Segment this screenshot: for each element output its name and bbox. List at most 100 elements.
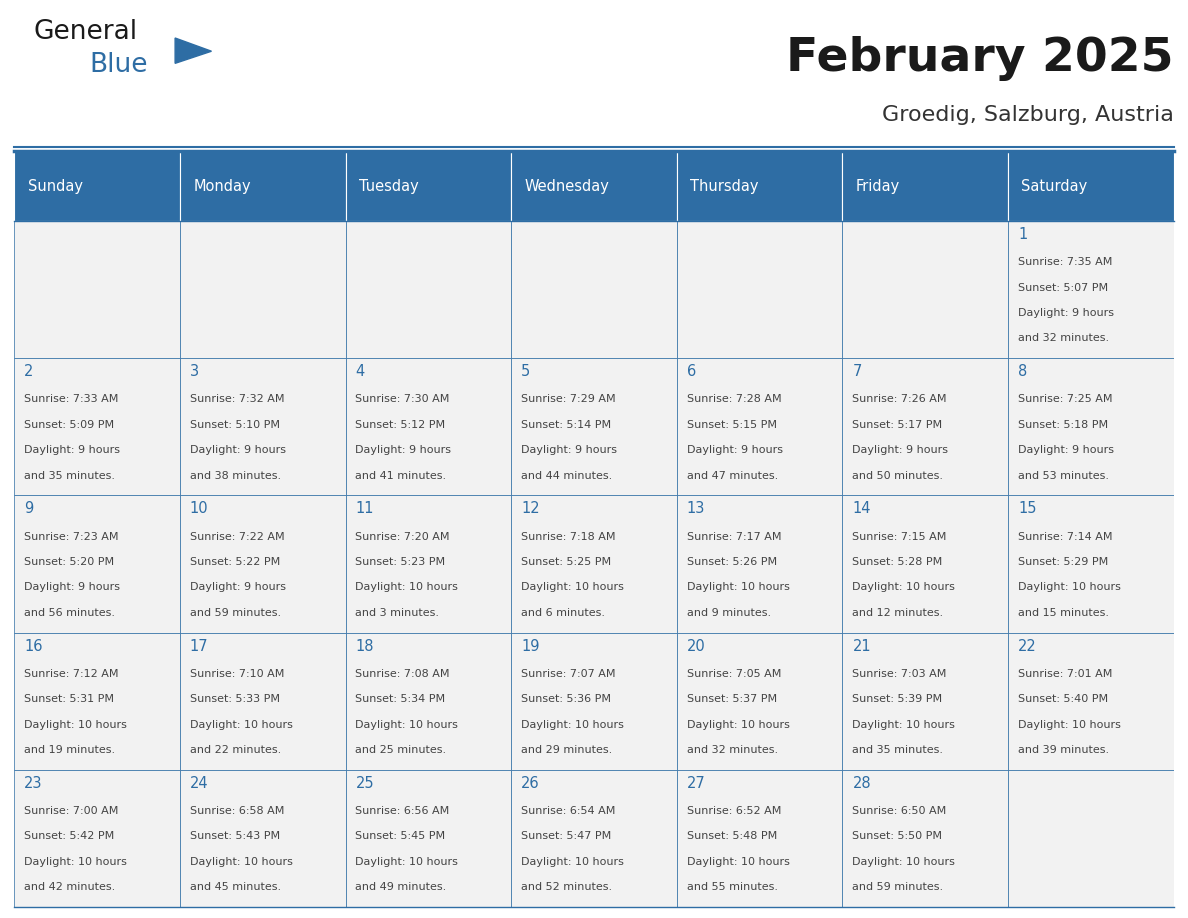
Text: 19: 19	[522, 639, 539, 654]
Text: Sunrise: 6:54 AM: Sunrise: 6:54 AM	[522, 806, 615, 816]
Text: Daylight: 9 hours: Daylight: 9 hours	[24, 582, 120, 592]
Text: 26: 26	[522, 776, 539, 790]
Bar	[677, 358, 842, 496]
Text: Sunset: 5:33 PM: Sunset: 5:33 PM	[190, 694, 280, 704]
Bar	[511, 358, 677, 496]
Text: and 32 minutes.: and 32 minutes.	[1018, 333, 1110, 343]
Text: Sunrise: 7:10 AM: Sunrise: 7:10 AM	[190, 669, 284, 678]
Text: Daylight: 10 hours: Daylight: 10 hours	[355, 582, 459, 592]
Text: Groedig, Salzburg, Austria: Groedig, Salzburg, Austria	[881, 105, 1174, 125]
Bar	[677, 221, 842, 358]
Bar	[1009, 151, 1174, 221]
Text: Daylight: 9 hours: Daylight: 9 hours	[190, 445, 286, 455]
Text: Sunday: Sunday	[27, 179, 82, 194]
Text: Friday: Friday	[855, 179, 901, 194]
Text: Daylight: 10 hours: Daylight: 10 hours	[522, 582, 624, 592]
Text: Daylight: 10 hours: Daylight: 10 hours	[190, 720, 292, 730]
Text: Sunset: 5:14 PM: Sunset: 5:14 PM	[522, 420, 612, 430]
Bar	[677, 633, 842, 770]
Text: Daylight: 10 hours: Daylight: 10 hours	[355, 720, 459, 730]
Text: Sunrise: 7:23 AM: Sunrise: 7:23 AM	[24, 532, 119, 542]
Text: Sunset: 5:39 PM: Sunset: 5:39 PM	[853, 694, 942, 704]
Text: and 52 minutes.: and 52 minutes.	[522, 882, 612, 892]
Bar	[14, 151, 179, 221]
Text: Sunset: 5:17 PM: Sunset: 5:17 PM	[853, 420, 942, 430]
Text: Sunset: 5:20 PM: Sunset: 5:20 PM	[24, 557, 114, 567]
Text: Sunrise: 7:17 AM: Sunrise: 7:17 AM	[687, 532, 782, 542]
Bar	[179, 496, 346, 633]
Bar	[677, 496, 842, 633]
Text: and 19 minutes.: and 19 minutes.	[24, 744, 115, 755]
Text: Sunset: 5:26 PM: Sunset: 5:26 PM	[687, 557, 777, 567]
Text: Sunset: 5:18 PM: Sunset: 5:18 PM	[1018, 420, 1108, 430]
Text: 12: 12	[522, 501, 539, 517]
Text: Sunset: 5:23 PM: Sunset: 5:23 PM	[355, 557, 446, 567]
Text: Sunset: 5:29 PM: Sunset: 5:29 PM	[1018, 557, 1108, 567]
Text: 9: 9	[24, 501, 33, 517]
Text: Sunrise: 7:22 AM: Sunrise: 7:22 AM	[190, 532, 284, 542]
Text: 25: 25	[355, 776, 374, 790]
Text: Sunset: 5:10 PM: Sunset: 5:10 PM	[190, 420, 280, 430]
Bar	[179, 151, 346, 221]
Text: and 6 minutes.: and 6 minutes.	[522, 608, 605, 618]
Text: Daylight: 10 hours: Daylight: 10 hours	[687, 720, 790, 730]
Text: and 47 minutes.: and 47 minutes.	[687, 471, 778, 480]
Text: and 59 minutes.: and 59 minutes.	[190, 608, 280, 618]
Text: Sunset: 5:15 PM: Sunset: 5:15 PM	[687, 420, 777, 430]
Bar	[1009, 221, 1174, 358]
Text: Sunset: 5:36 PM: Sunset: 5:36 PM	[522, 694, 611, 704]
Text: Daylight: 10 hours: Daylight: 10 hours	[1018, 720, 1121, 730]
Text: and 39 minutes.: and 39 minutes.	[1018, 744, 1110, 755]
Text: 14: 14	[853, 501, 871, 517]
Text: Thursday: Thursday	[690, 179, 759, 194]
Text: Daylight: 9 hours: Daylight: 9 hours	[190, 582, 286, 592]
Text: 16: 16	[24, 639, 43, 654]
Text: and 9 minutes.: and 9 minutes.	[687, 608, 771, 618]
Text: 4: 4	[355, 364, 365, 379]
Text: General: General	[34, 18, 138, 45]
Text: Sunrise: 7:33 AM: Sunrise: 7:33 AM	[24, 395, 119, 405]
Text: Sunrise: 7:00 AM: Sunrise: 7:00 AM	[24, 806, 119, 816]
Text: 27: 27	[687, 776, 706, 790]
Text: Sunrise: 7:15 AM: Sunrise: 7:15 AM	[853, 532, 947, 542]
Text: Daylight: 10 hours: Daylight: 10 hours	[522, 720, 624, 730]
Text: Sunrise: 6:58 AM: Sunrise: 6:58 AM	[190, 806, 284, 816]
Text: Daylight: 9 hours: Daylight: 9 hours	[853, 445, 948, 455]
Text: and 3 minutes.: and 3 minutes.	[355, 608, 440, 618]
Text: and 35 minutes.: and 35 minutes.	[24, 471, 115, 480]
Bar	[842, 151, 1009, 221]
Text: Daylight: 10 hours: Daylight: 10 hours	[853, 582, 955, 592]
Text: 6: 6	[687, 364, 696, 379]
Bar	[677, 770, 842, 907]
Text: Sunrise: 7:08 AM: Sunrise: 7:08 AM	[355, 669, 450, 678]
Text: Daylight: 9 hours: Daylight: 9 hours	[522, 445, 617, 455]
Text: Sunset: 5:45 PM: Sunset: 5:45 PM	[355, 832, 446, 842]
Text: Sunset: 5:43 PM: Sunset: 5:43 PM	[190, 832, 280, 842]
Bar	[346, 358, 511, 496]
Text: and 49 minutes.: and 49 minutes.	[355, 882, 447, 892]
Text: Daylight: 9 hours: Daylight: 9 hours	[355, 445, 451, 455]
Text: 8: 8	[1018, 364, 1028, 379]
Text: 21: 21	[853, 639, 871, 654]
Polygon shape	[175, 38, 211, 63]
Text: and 22 minutes.: and 22 minutes.	[190, 744, 282, 755]
Text: and 55 minutes.: and 55 minutes.	[687, 882, 778, 892]
Bar	[14, 496, 179, 633]
Text: Sunrise: 7:26 AM: Sunrise: 7:26 AM	[853, 395, 947, 405]
Bar	[14, 358, 179, 496]
Text: Sunrise: 7:05 AM: Sunrise: 7:05 AM	[687, 669, 782, 678]
Bar	[179, 221, 346, 358]
Bar	[842, 358, 1009, 496]
Bar	[346, 770, 511, 907]
Text: Sunset: 5:12 PM: Sunset: 5:12 PM	[355, 420, 446, 430]
Text: Sunrise: 7:01 AM: Sunrise: 7:01 AM	[1018, 669, 1112, 678]
Text: and 12 minutes.: and 12 minutes.	[853, 608, 943, 618]
Text: Daylight: 10 hours: Daylight: 10 hours	[24, 856, 127, 867]
Bar	[1009, 496, 1174, 633]
Bar	[179, 358, 346, 496]
Text: Sunset: 5:25 PM: Sunset: 5:25 PM	[522, 557, 612, 567]
Text: Sunset: 5:48 PM: Sunset: 5:48 PM	[687, 832, 777, 842]
Text: Wednesday: Wednesday	[524, 179, 609, 194]
Text: and 59 minutes.: and 59 minutes.	[853, 882, 943, 892]
Text: Sunset: 5:37 PM: Sunset: 5:37 PM	[687, 694, 777, 704]
